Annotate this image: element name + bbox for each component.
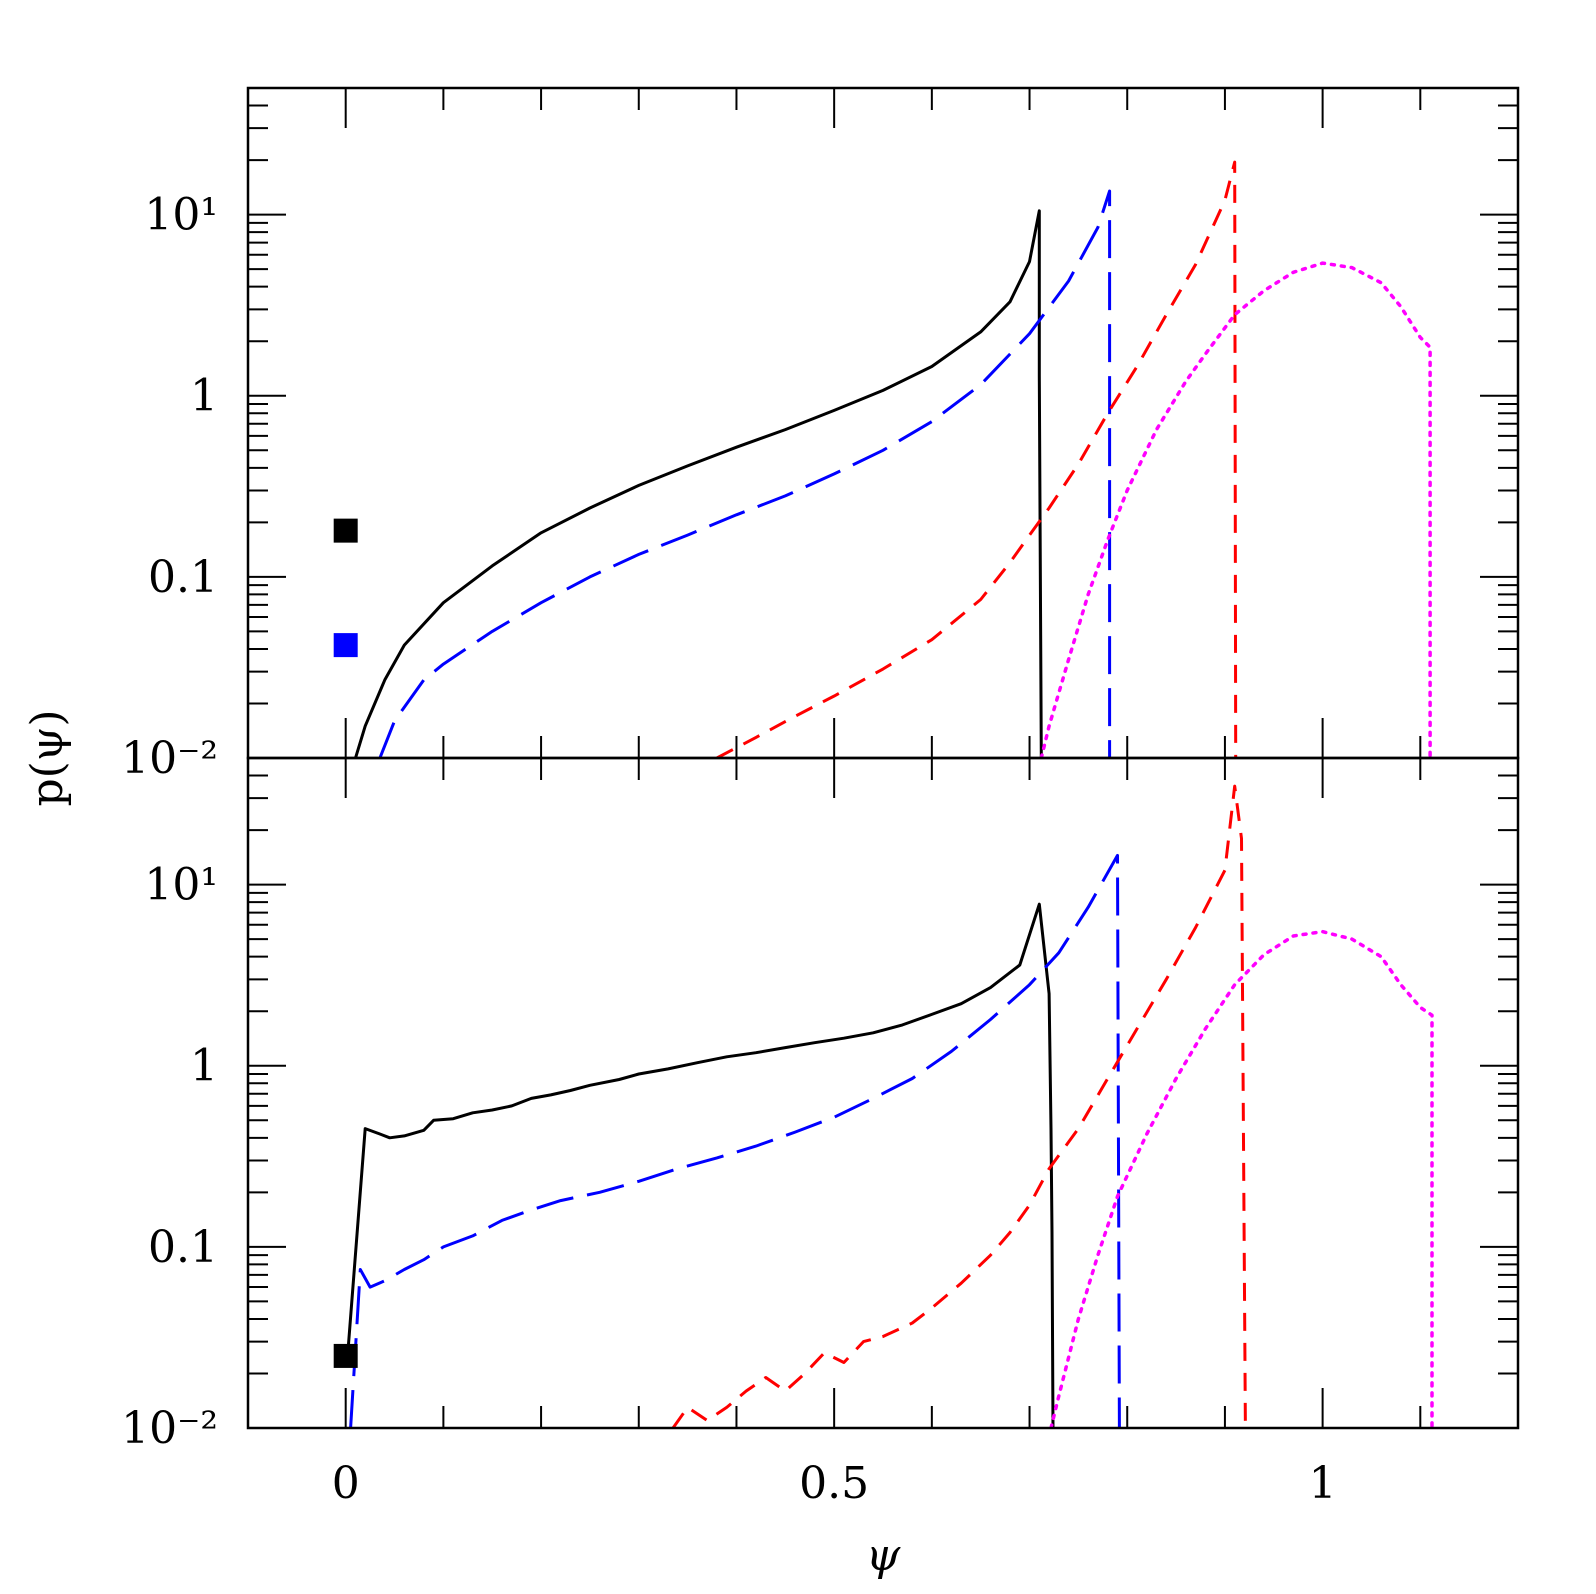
series-red-shortdash	[671, 784, 1247, 1428]
top-panel: 10⁻² 0.1 1 10¹	[121, 86, 1520, 784]
x-tick-label: 0	[332, 1458, 360, 1509]
bottom-panel: 10⁻² 0.1 1 10¹ 0 1 0.5	[121, 756, 1520, 1509]
x-tick-label: 1	[1309, 1458, 1337, 1509]
y-tick-label: 1	[190, 1041, 218, 1092]
series-blue-longdash	[378, 189, 1112, 758]
series-black-solid	[354, 209, 1043, 758]
top-series-layer	[333, 160, 1432, 758]
y-tick-label: 10⁻²	[121, 733, 218, 784]
bottom-tick-labels: 10⁻² 0.1 1 10¹ 0 1 0.5	[121, 860, 1336, 1509]
series-magenta-dotted	[1039, 261, 1432, 758]
series-magenta-dotted	[1049, 929, 1434, 1428]
y-axis-label: p(ψ)	[22, 709, 73, 806]
y-tick-label: 0.1	[148, 552, 218, 603]
bottom-series-layer	[333, 784, 1434, 1428]
series-red-shortdash	[716, 160, 1238, 758]
x-tick-label: 0.5	[799, 1458, 869, 1509]
marker-black-square	[333, 518, 358, 543]
marker-blue-square	[333, 633, 358, 658]
x-axis-label: ψ	[866, 1530, 901, 1581]
top-tick-layer	[247, 87, 1519, 759]
series-black-solid	[346, 902, 1055, 1428]
series-blue-longdash	[349, 853, 1121, 1428]
y-tick-label: 10¹	[144, 860, 218, 911]
y-tick-label: 0.1	[148, 1222, 218, 1273]
y-tick-label: 1	[190, 371, 218, 422]
y-tick-label: 10¹	[144, 190, 218, 241]
top-tick-labels: 10⁻² 0.1 1 10¹	[121, 190, 218, 784]
top-panel-frame	[246, 86, 1520, 760]
bottom-panel-frame	[246, 756, 1520, 1430]
y-tick-label: 10⁻²	[121, 1403, 218, 1454]
marker-black-square	[333, 1343, 358, 1368]
